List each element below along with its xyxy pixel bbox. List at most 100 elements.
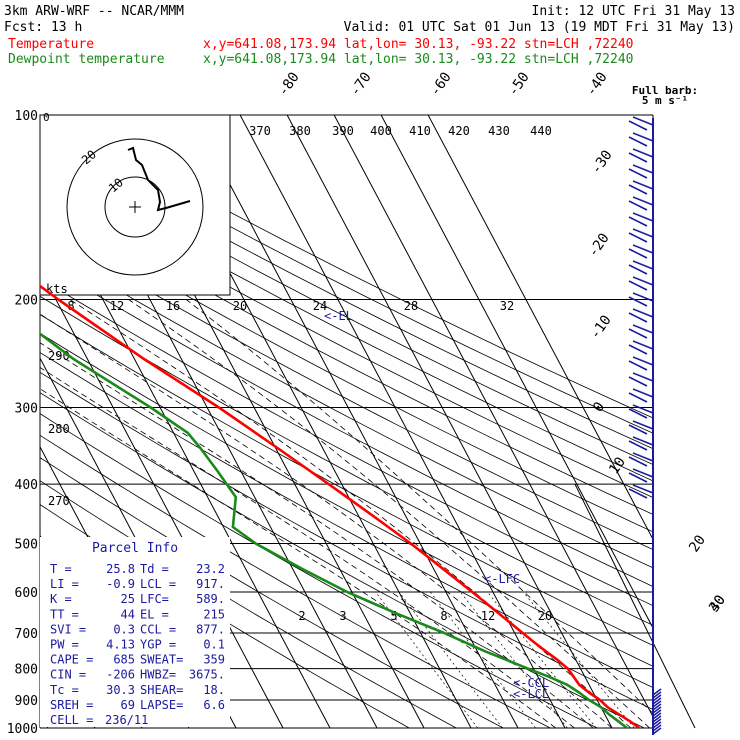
isotherm-line (380, 115, 653, 630)
mixing-ratio-label: 20 (538, 609, 552, 623)
ccl-marker: <-CCL (513, 676, 549, 690)
wind-barb (628, 376, 648, 387)
pressure-tick-label: 200 (15, 294, 38, 309)
wind-barb (632, 212, 654, 222)
wind-barb (628, 248, 648, 259)
wind-barb (628, 136, 648, 147)
pressure-tick-label: 400 (15, 478, 38, 493)
wind-barb (628, 456, 648, 467)
temperature-tick-label: -10 (587, 312, 615, 342)
parcel-info-value: 30.3 (106, 683, 135, 697)
wind-barb (632, 164, 654, 174)
dewpoint-location: x,y=641.08,173.94 lat,lon= 30.13, -93.22… (203, 52, 633, 67)
wind-barb (652, 697, 662, 705)
dry-adiabat (40, 243, 653, 569)
dry-adiabat (40, 164, 653, 482)
wind-barb (628, 360, 648, 371)
level-markers: <-EL <-LFC <-CCL<-LCL (324, 309, 549, 701)
pressure-tick-label: 600 (15, 586, 38, 601)
wind-barb (632, 132, 654, 142)
dry-adiabat (40, 211, 653, 533)
temperature-tick-label: -30 (588, 147, 616, 177)
wind-barb (632, 180, 654, 190)
parcel-info-value: 69 (121, 698, 135, 712)
mixing-ratio-label: 12 (481, 609, 495, 623)
dry-adiabat (52, 115, 653, 419)
wind-barb (652, 727, 662, 735)
parcel-info-value: 215 (203, 607, 225, 621)
mixing-ratio-line (398, 591, 503, 728)
dry-adiabat (40, 179, 653, 498)
wind-barb (628, 216, 648, 227)
parcel-info-value: 23.2 (196, 562, 225, 576)
parcel-info-label: TT = (50, 607, 79, 621)
wind-barb (628, 392, 648, 403)
wind-barb (652, 700, 662, 708)
wind-barb (652, 709, 662, 717)
theta-tick-label: 290 (48, 349, 70, 363)
wind-barb (632, 436, 654, 446)
wind-barb (628, 184, 648, 195)
wind-barb (632, 324, 654, 334)
mixing-ratio-label: 5 (390, 609, 397, 623)
wind-barb (652, 718, 662, 726)
wind-barb (632, 260, 654, 270)
parcel-info-value: 6.6 (203, 698, 225, 712)
parcel-info-title: Parcel Info (92, 541, 178, 556)
wind-barb (632, 388, 654, 398)
isotherm-line (286, 115, 613, 728)
temperature-tick-label: -50 (505, 69, 533, 99)
wind-barb (632, 372, 654, 382)
full-barb-value: 5 m s⁻¹ (642, 94, 688, 107)
model-title: 3km ARW-WRF -- NCAR/MMM (4, 4, 184, 19)
mixing-ratio-label: 3 (339, 609, 346, 623)
hodograph-speed-tick: 28 (404, 299, 418, 313)
parcel-info-value: 4.13 (106, 638, 135, 652)
theta-tick-label: 370 (249, 124, 271, 138)
wind-barb (628, 152, 648, 163)
wind-barb (628, 328, 648, 339)
wind-barb (628, 312, 648, 323)
parcel-info-value: 685 (113, 653, 135, 667)
temperature-tick-label: -60 (427, 69, 455, 99)
theta-tick-label: 280 (48, 422, 70, 436)
parcel-info-label: PW = (50, 638, 79, 652)
wind-barb (632, 196, 654, 206)
hodograph-speed-tick: 32 (500, 299, 514, 313)
mixing-ratio-label: 2 (298, 609, 305, 623)
full-barb-label: Full barb: (632, 84, 698, 97)
temperature-tick-label: 10 (606, 454, 629, 477)
parcel-info-value: 18. (203, 683, 225, 697)
wind-barb (632, 420, 654, 430)
dry-adiabat (40, 227, 653, 551)
pressure-tick-label: 900 (15, 694, 38, 709)
init-time: Init: 12 UTC Fri 31 May 13 (532, 4, 736, 19)
dewpoint-profile (40, 332, 628, 728)
parcel-info-label: LFC= (140, 592, 169, 606)
dry-adiabat (40, 149, 653, 466)
parcel-info-value: 589. (196, 592, 225, 606)
wind-barb (628, 168, 648, 179)
wind-barb (632, 276, 654, 286)
parcel-info-value: -0.9 (106, 577, 135, 591)
moist-adiabat (69, 299, 632, 728)
pressure-tick-label: 100 (15, 109, 38, 124)
parcel-info-label: LI = (50, 577, 79, 591)
lfc-marker: <-LFC (484, 572, 520, 586)
hodograph-unit-label: kts (46, 282, 68, 296)
hodograph-trace (127, 146, 191, 212)
parcel-info-label: K = (50, 592, 72, 606)
wind-barb (628, 472, 648, 483)
moist-adiabat (40, 366, 575, 728)
isotherm-line (0, 115, 1, 728)
temperature-tick-label: -80 (275, 69, 303, 99)
border-slope (574, 483, 696, 729)
parcel-info-value: 917. (196, 577, 225, 591)
parcel-info-label: CAPE = (50, 653, 93, 667)
parcel-info-label: LCL = (140, 577, 176, 591)
dry-adiabat (40, 135, 653, 450)
hodograph-corner-label: 0 (43, 111, 50, 124)
dry-adiabat (40, 314, 653, 646)
parcel-info-label: Tc = (50, 683, 79, 697)
moist-adiabat (185, 299, 653, 714)
